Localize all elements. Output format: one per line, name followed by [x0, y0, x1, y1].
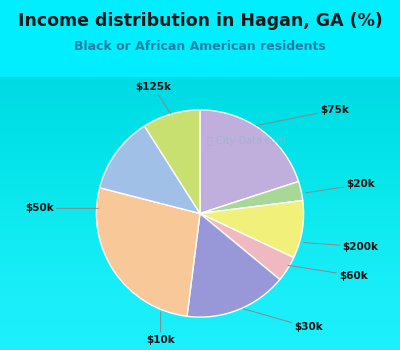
Text: Black or African American residents: Black or African American residents — [74, 40, 326, 53]
Text: $60k: $60k — [288, 265, 368, 281]
Text: $50k: $50k — [25, 203, 98, 213]
Wedge shape — [144, 110, 200, 214]
Text: $75k: $75k — [257, 105, 349, 125]
Wedge shape — [200, 182, 303, 214]
Text: Income distribution in Hagan, GA (%): Income distribution in Hagan, GA (%) — [18, 12, 382, 30]
Wedge shape — [100, 126, 200, 214]
Text: $10k: $10k — [146, 312, 175, 345]
Wedge shape — [187, 214, 280, 317]
Text: $200k: $200k — [304, 241, 378, 252]
Text: $30k: $30k — [244, 309, 323, 332]
Wedge shape — [200, 201, 304, 258]
Text: $125k: $125k — [135, 82, 171, 114]
Wedge shape — [96, 188, 200, 316]
Wedge shape — [200, 214, 294, 280]
Wedge shape — [200, 110, 298, 214]
Text: Ⓜ City-Data.com: Ⓜ City-Data.com — [207, 136, 286, 146]
Text: $20k: $20k — [306, 180, 375, 193]
